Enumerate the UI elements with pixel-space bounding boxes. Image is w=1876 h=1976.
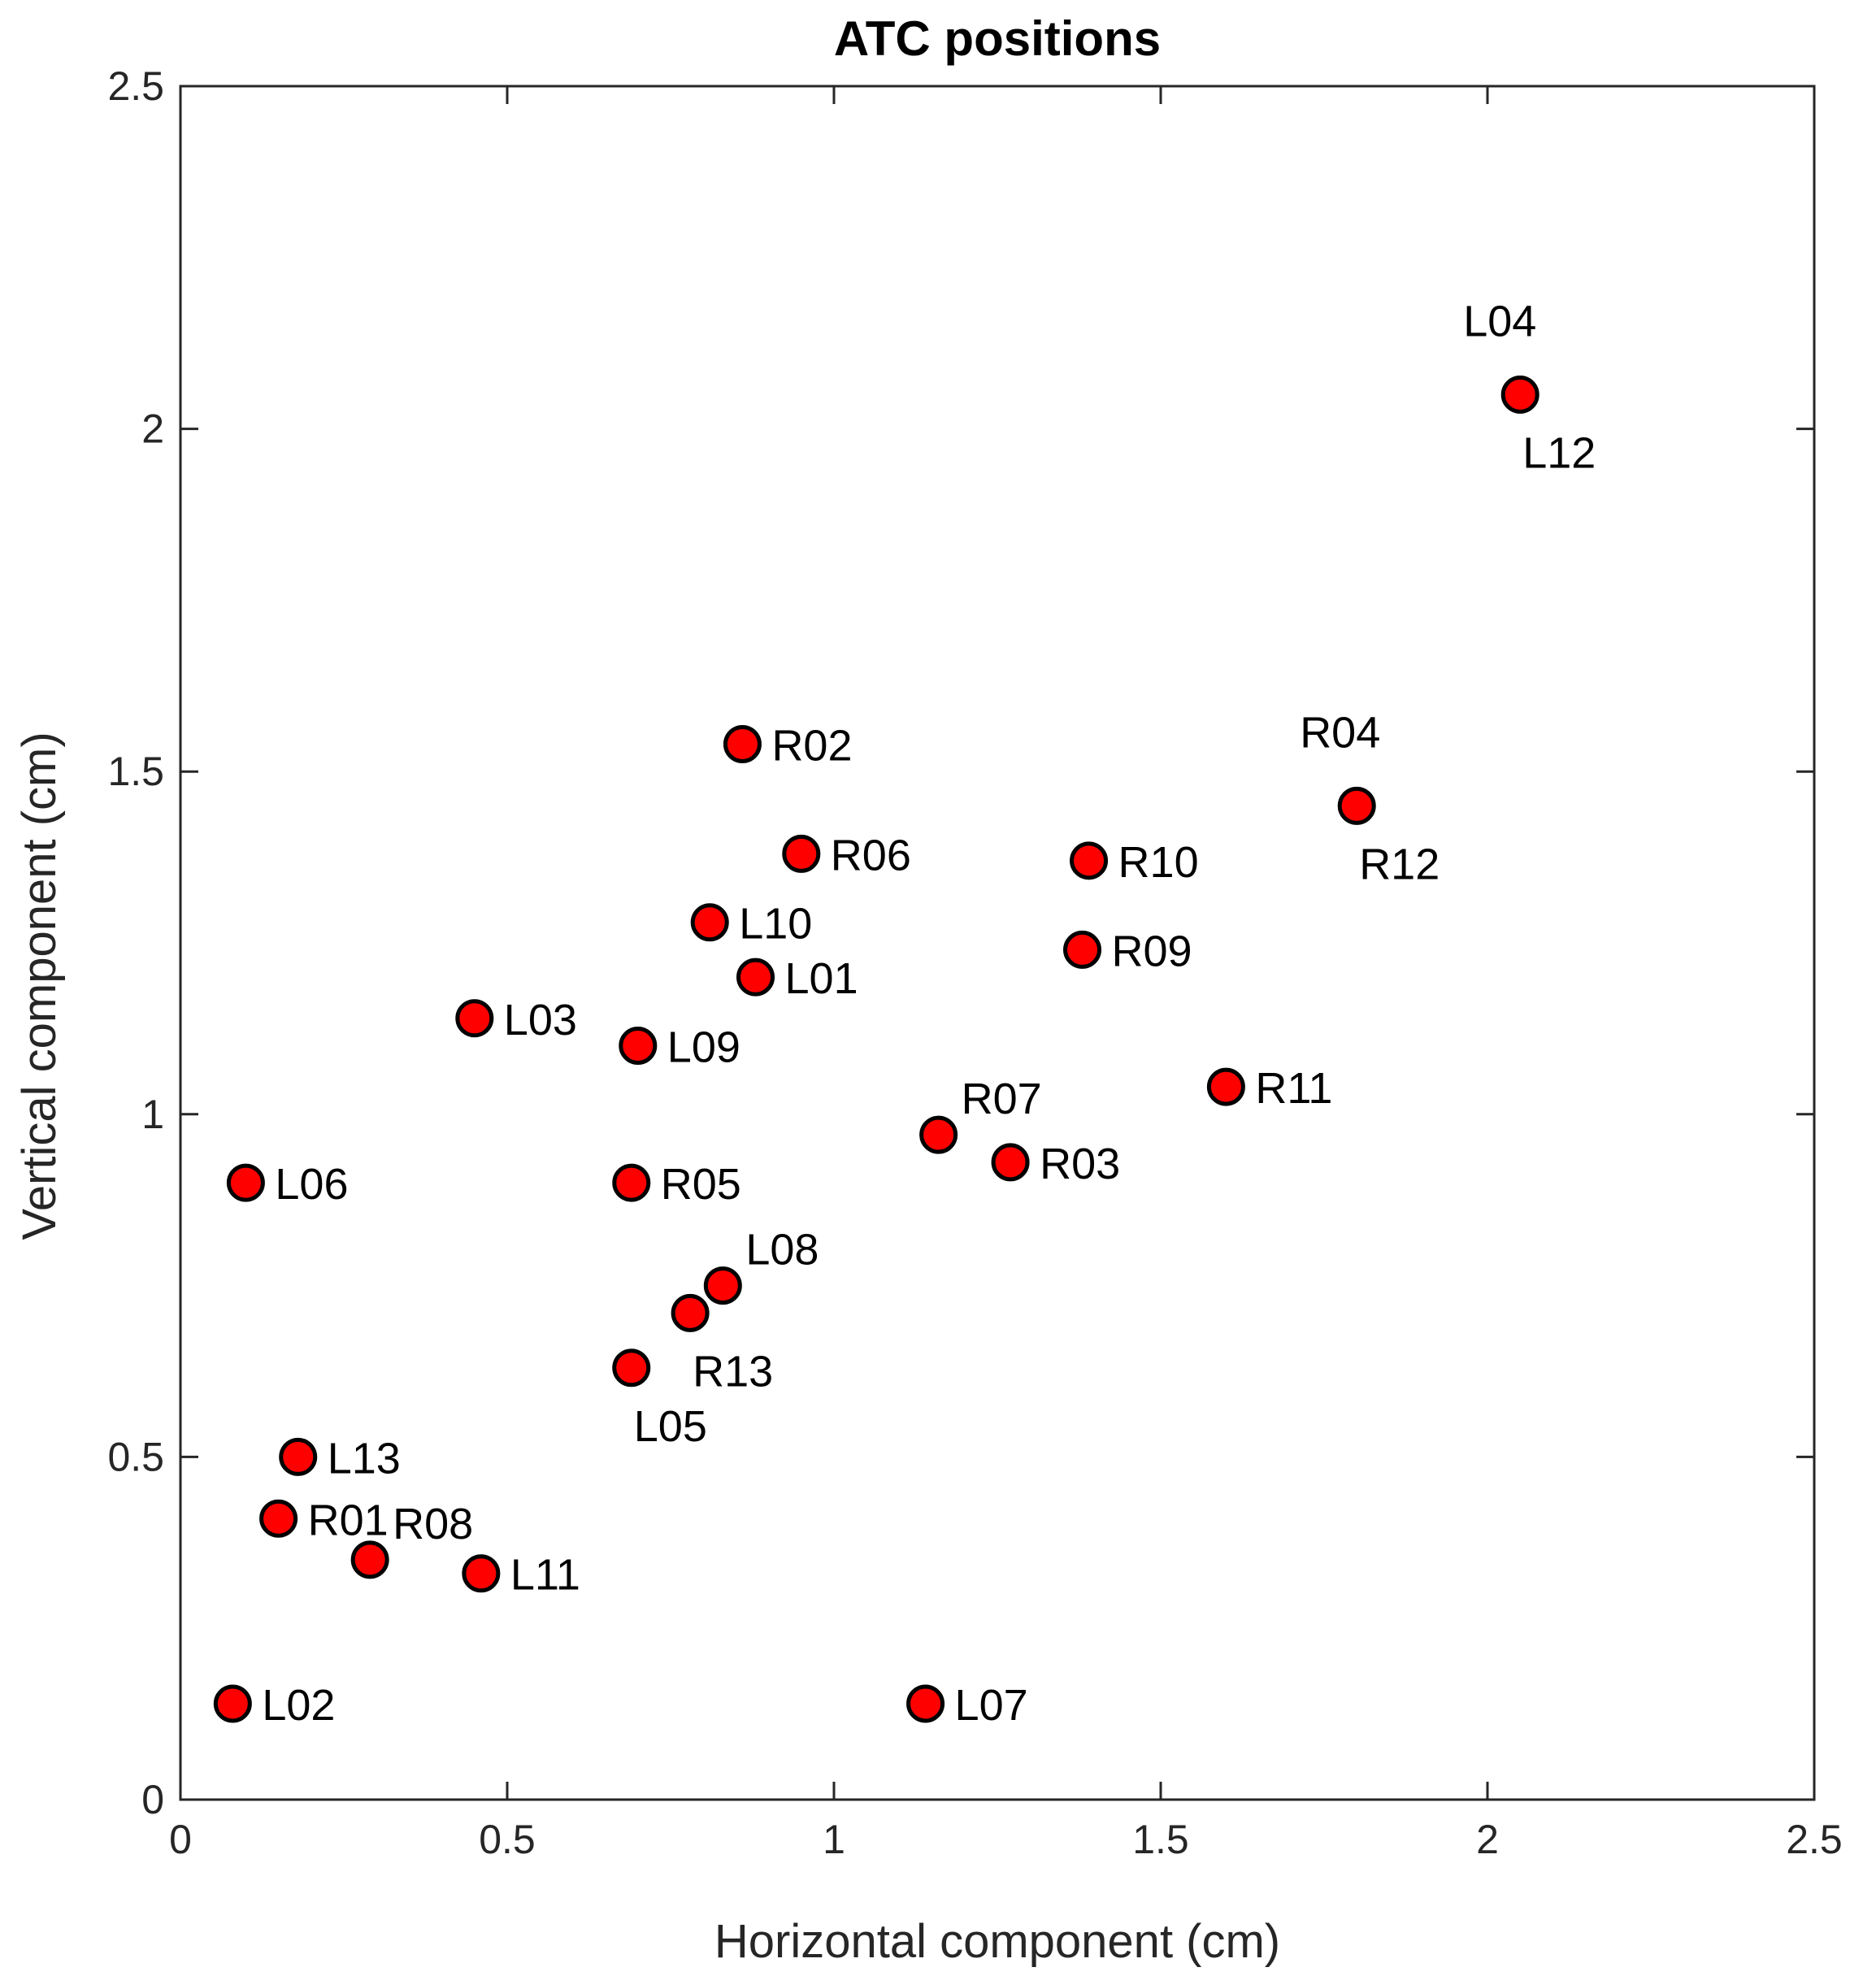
data-point-label: R06 — [831, 831, 911, 879]
y-tick-label: 1 — [141, 1092, 164, 1137]
x-tick-label: 2.5 — [1786, 1817, 1843, 1862]
data-point-marker — [703, 1266, 742, 1305]
data-point-label: R03 — [1040, 1140, 1120, 1188]
data-point-marker — [226, 1163, 265, 1202]
data-point-label: R09 — [1112, 927, 1192, 975]
data-point-label: L08 — [745, 1226, 819, 1275]
y-tick-label: 1.5 — [107, 749, 164, 794]
data-point-label: L11 — [510, 1551, 580, 1600]
data-point-label: L09 — [667, 1023, 740, 1071]
data-point-label: R13 — [693, 1347, 773, 1396]
data-point-marker — [1500, 375, 1539, 414]
data-point-marker — [919, 1115, 958, 1154]
x-axis-label: Horizontal component (cm) — [714, 1915, 1280, 1968]
data-point-label: L04 — [1463, 297, 1536, 345]
y-tick-label: 2 — [141, 406, 164, 452]
data-point-marker — [671, 1293, 710, 1332]
data-point-label: L02 — [262, 1681, 335, 1730]
data-points: L04 L12 R04 R12 R02 R06 R10 L10 R09 L01 L03 L09 R11 R… — [213, 297, 1596, 1730]
data-point-marker — [991, 1143, 1030, 1182]
data-point-label: R05 — [661, 1160, 741, 1209]
data-point-marker — [723, 724, 762, 763]
data-point-label: L10 — [739, 900, 812, 949]
data-point-label: L07 — [955, 1681, 1028, 1730]
data-point-label: R08 — [393, 1500, 473, 1548]
x-tick-label: 1 — [823, 1817, 845, 1862]
data-point-marker — [612, 1348, 651, 1388]
data-point-label: R01 — [308, 1496, 389, 1544]
y-tick-label: 0.5 — [107, 1434, 164, 1479]
y-axis-label: Vertical component (cm) — [13, 732, 66, 1240]
data-point-label: L01 — [785, 954, 858, 1003]
data-point-marker — [259, 1499, 298, 1538]
x-tick-label: 0 — [169, 1817, 192, 1862]
data-point-marker — [736, 958, 775, 997]
data-point-marker — [213, 1684, 252, 1723]
data-point-marker — [1206, 1067, 1245, 1106]
data-point-label: R07 — [962, 1075, 1042, 1123]
data-point-marker — [350, 1540, 389, 1579]
data-point-label: R11 — [1255, 1064, 1332, 1113]
data-point-label: L05 — [634, 1402, 707, 1451]
data-point-label: L13 — [328, 1434, 401, 1483]
data-point-marker — [1337, 786, 1376, 825]
x-tick-label: 2 — [1476, 1817, 1499, 1862]
data-point-label: R02 — [771, 721, 852, 770]
data-point-label: R04 — [1300, 708, 1380, 757]
data-point-marker — [782, 834, 821, 873]
data-point-marker — [1070, 841, 1109, 880]
y-tick-label: 2.5 — [107, 63, 164, 109]
data-point-label: R10 — [1118, 838, 1199, 887]
x-tick-label: 0.5 — [479, 1817, 536, 1862]
data-point-marker — [906, 1684, 945, 1723]
data-point-marker — [612, 1163, 651, 1202]
data-point-marker — [279, 1437, 318, 1476]
data-point-label: L03 — [504, 996, 577, 1044]
data-point-label: L12 — [1522, 428, 1596, 477]
y-tick-label: 0 — [141, 1777, 164, 1822]
x-tick-label: 1.5 — [1132, 1817, 1189, 1862]
data-point-label: R12 — [1359, 840, 1440, 888]
plot-frame — [179, 85, 1816, 1801]
data-point-marker — [619, 1026, 658, 1065]
data-point-label: L06 — [275, 1160, 348, 1209]
data-point-marker — [1063, 930, 1102, 969]
data-point-marker — [455, 999, 494, 1038]
axis-ticks: 0 0.5 1 1.5 2 2.5 0 0.5 1 1.5 2 2.5 — [107, 63, 1842, 1862]
data-point-marker — [462, 1554, 501, 1593]
chart-title: ATC positions — [834, 11, 1161, 66]
data-point-marker — [690, 903, 729, 942]
